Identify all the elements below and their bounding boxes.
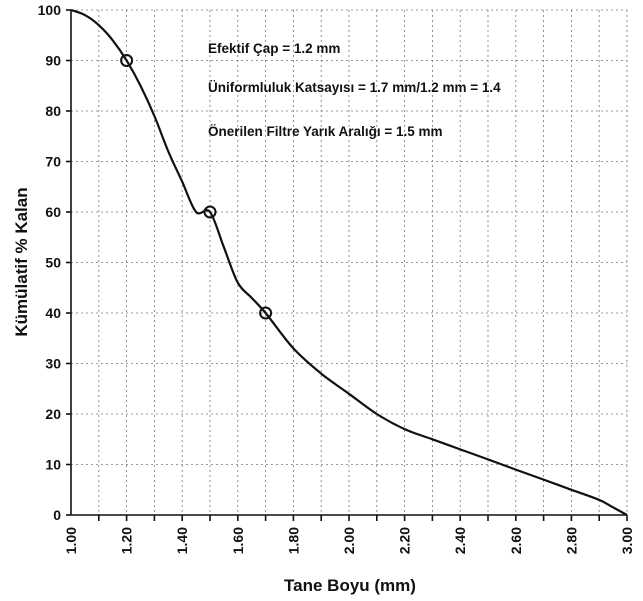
- data-point-marker: [120, 54, 134, 67]
- data-point-marker: [203, 205, 217, 219]
- y-axis-title: Kümülatif % Kalan: [12, 187, 31, 336]
- y-tick-label: 70: [45, 154, 61, 170]
- annotation-uniformity-coefficient: Üniformluluk Katsayısı = 1.7 mm/1.2 mm =…: [208, 80, 501, 95]
- x-tick-label: 2.20: [397, 527, 413, 554]
- annotation-recommended-slot-size: Önerilen Filtre Yarık Aralığı = 1.5 mm: [208, 124, 442, 139]
- series-layer: [70, 8, 628, 516]
- x-tick-label: 3.00: [619, 527, 635, 554]
- gridlines: [71, 9, 628, 515]
- y-tick-label: 0: [53, 507, 61, 523]
- y-tick-label: 30: [45, 356, 61, 372]
- x-tick-label: 2.40: [452, 527, 468, 554]
- x-tick-label: 1.80: [285, 527, 301, 554]
- y-tick-label: 100: [38, 2, 62, 18]
- y-tick-label: 50: [45, 255, 61, 271]
- grain-size-curve: [70, 8, 628, 516]
- y-tick-label: 10: [45, 457, 61, 473]
- tick-labels: 0 10 20 30 40 50 60 70 80 90 100 1.00 1.20 1.40 1.60 1.…: [38, 2, 635, 554]
- y-tick-label: 80: [45, 103, 61, 119]
- x-tick-label: 2.60: [508, 527, 524, 554]
- annotation-effective-size: Efektif Çap = 1.2 mm: [208, 41, 340, 56]
- x-tick-label: 1.40: [174, 527, 190, 554]
- y-tick-label: 90: [45, 53, 61, 69]
- x-axis-title: Tane Boyu (mm): [284, 576, 416, 595]
- data-point-marker: [259, 306, 273, 320]
- y-tick-label: 60: [45, 204, 61, 220]
- x-tick-label: 1.00: [63, 527, 79, 554]
- axes: [66, 9, 628, 521]
- y-tick-label: 20: [45, 406, 61, 422]
- markers: [120, 54, 273, 320]
- x-tick-label: 2.80: [563, 527, 579, 554]
- x-tick-label: 1.60: [230, 527, 246, 554]
- x-tick-label: 2.00: [341, 527, 357, 554]
- x-tick-label: 1.20: [119, 527, 135, 554]
- y-tick-label: 40: [45, 305, 61, 321]
